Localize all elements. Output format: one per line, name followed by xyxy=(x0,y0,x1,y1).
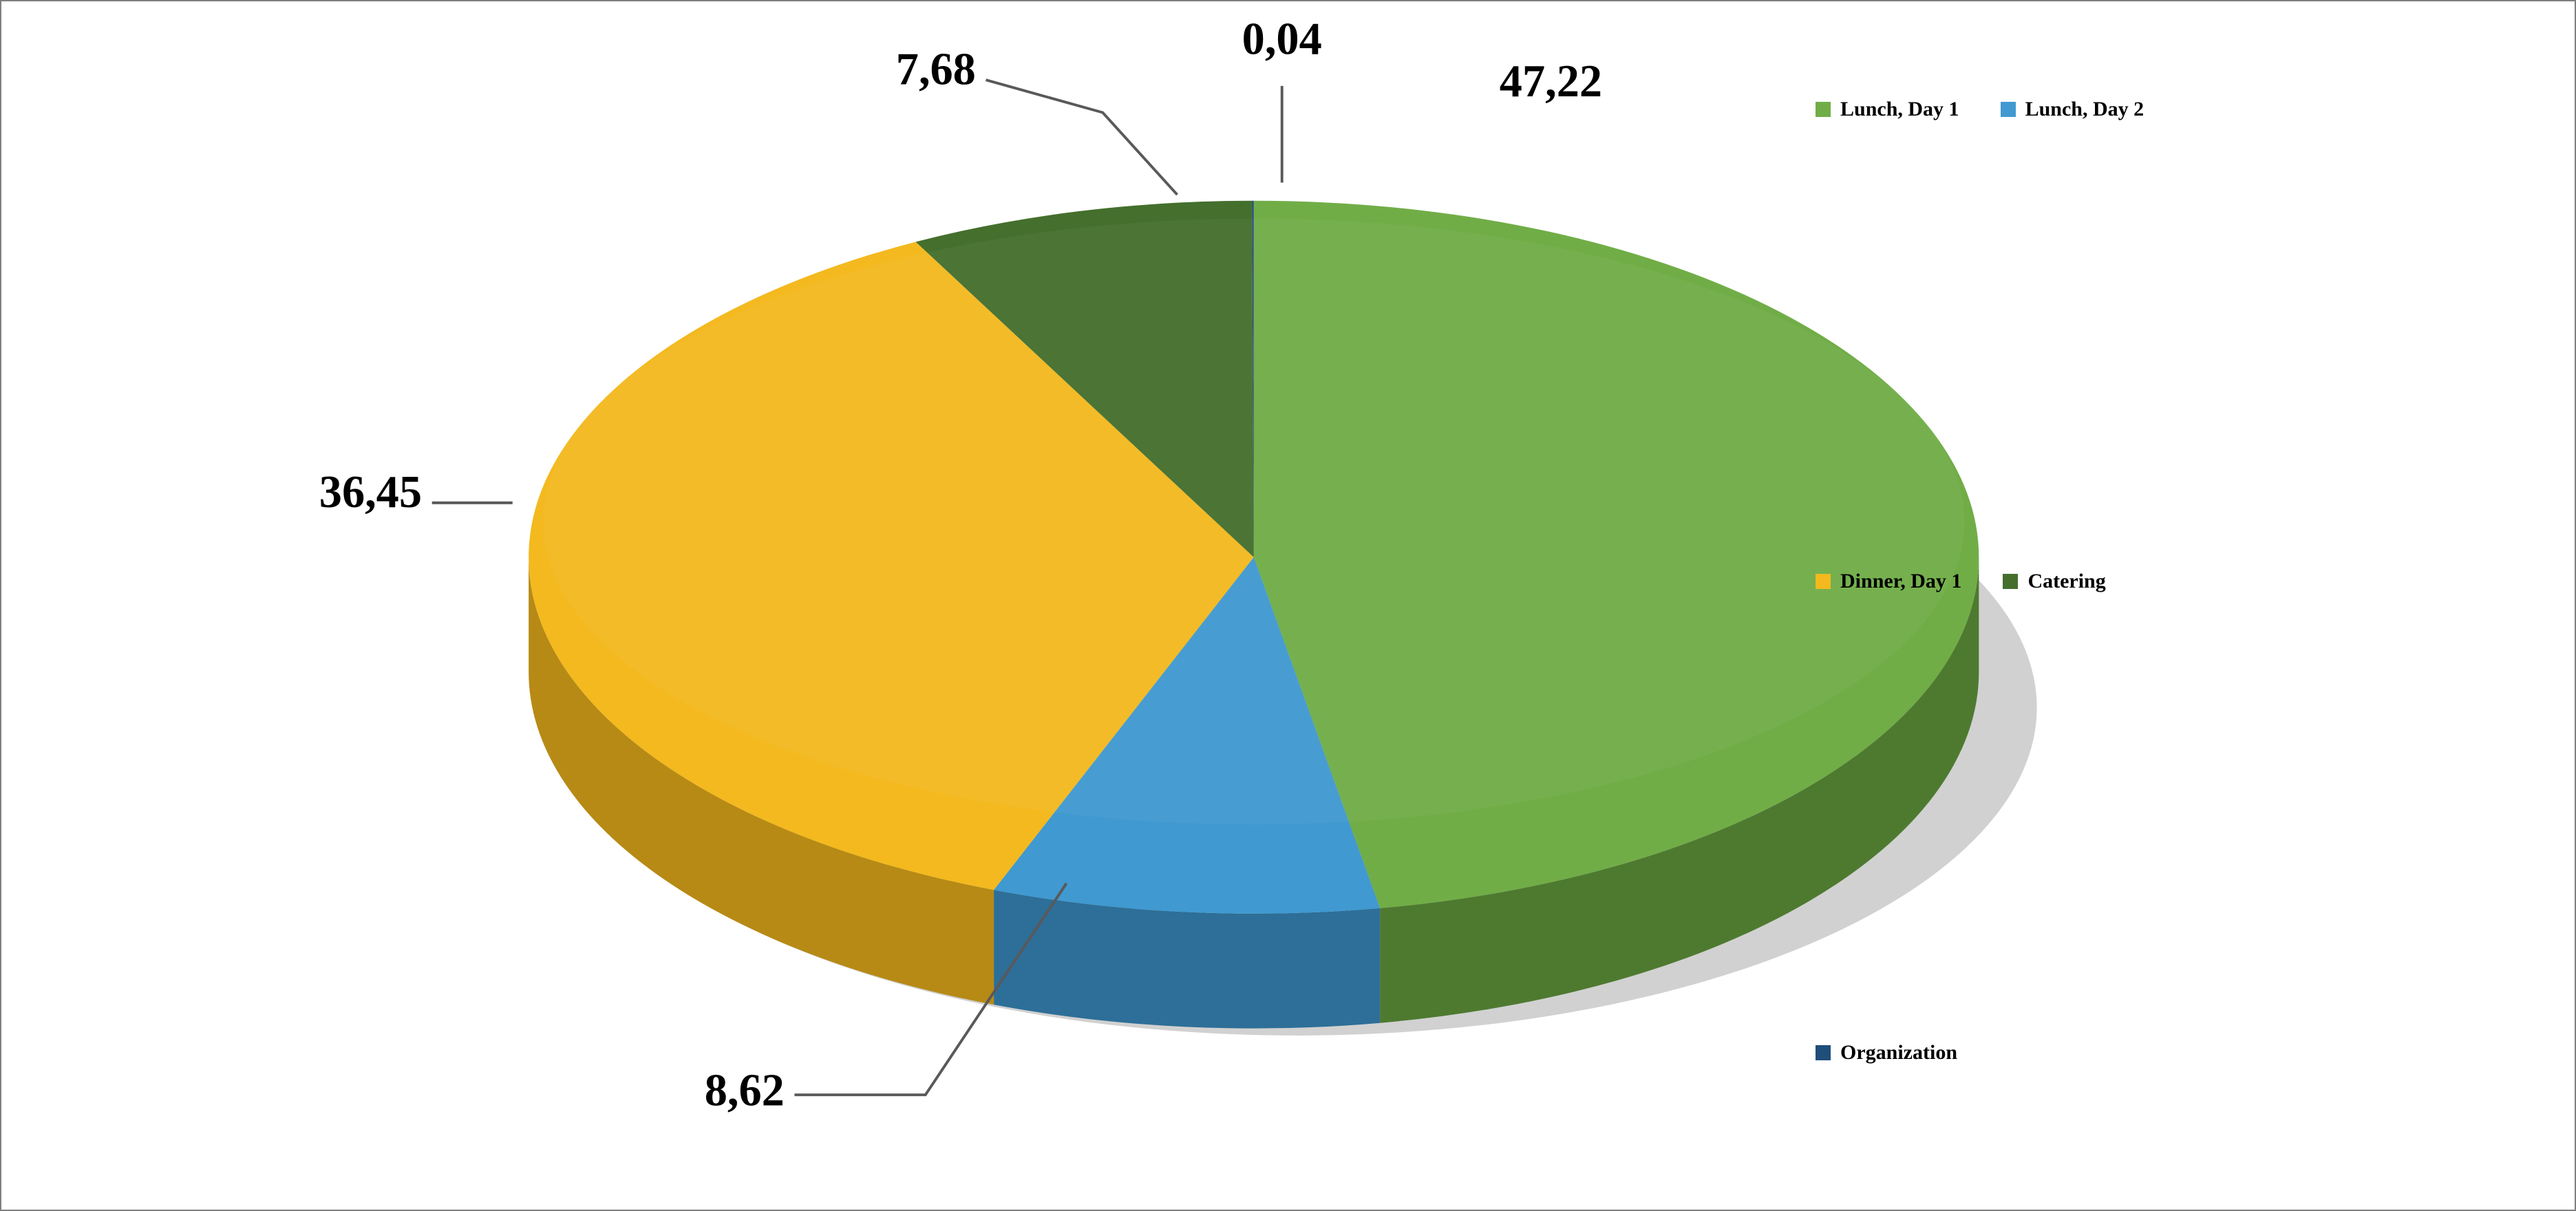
legend-item: Organization xyxy=(1816,1041,1957,1064)
legend: Lunch, Day 1 Lunch, Day 2 Dinner, Day 1 Cat… xyxy=(1816,98,2484,1064)
data-label: 47,22 xyxy=(1500,56,1602,107)
legend-label: Lunch, Day 1 xyxy=(1840,98,1959,121)
leader-line xyxy=(986,80,1178,195)
legend-swatch xyxy=(2003,574,2018,589)
legend-row: Dinner, Day 1 Catering xyxy=(1816,570,2484,593)
data-label: 36,45 xyxy=(319,467,422,517)
legend-row: Lunch, Day 1 Lunch, Day 2 xyxy=(1816,98,2484,121)
legend-label: Catering xyxy=(2027,570,2105,593)
data-label: 7,68 xyxy=(896,45,976,95)
legend-label: Organization xyxy=(1840,1041,1957,1064)
legend-row: Organization xyxy=(1816,1041,2484,1064)
legend-swatch xyxy=(1816,1045,1831,1060)
legend-item: Dinner, Day 1 xyxy=(1816,570,1961,593)
data-label: 0,04 xyxy=(1242,14,1322,65)
pie-highlight xyxy=(543,219,1964,825)
legend-swatch xyxy=(1816,574,1831,589)
legend-swatch xyxy=(2001,102,2016,117)
data-label: 8,62 xyxy=(705,1065,785,1115)
legend-item: Lunch, Day 1 xyxy=(1816,98,1959,121)
legend-label: Lunch, Day 2 xyxy=(2025,98,2144,121)
chart-frame: 0,047,6836,458,6247,22 Lunch, Day 1Lunch… xyxy=(0,0,2576,1211)
legend-item: Lunch, Day 2 xyxy=(2001,98,2144,121)
legend-label: Dinner, Day 1 xyxy=(1840,570,1961,593)
legend-item: Catering xyxy=(2003,570,2105,593)
legend-swatch xyxy=(1816,102,1831,117)
